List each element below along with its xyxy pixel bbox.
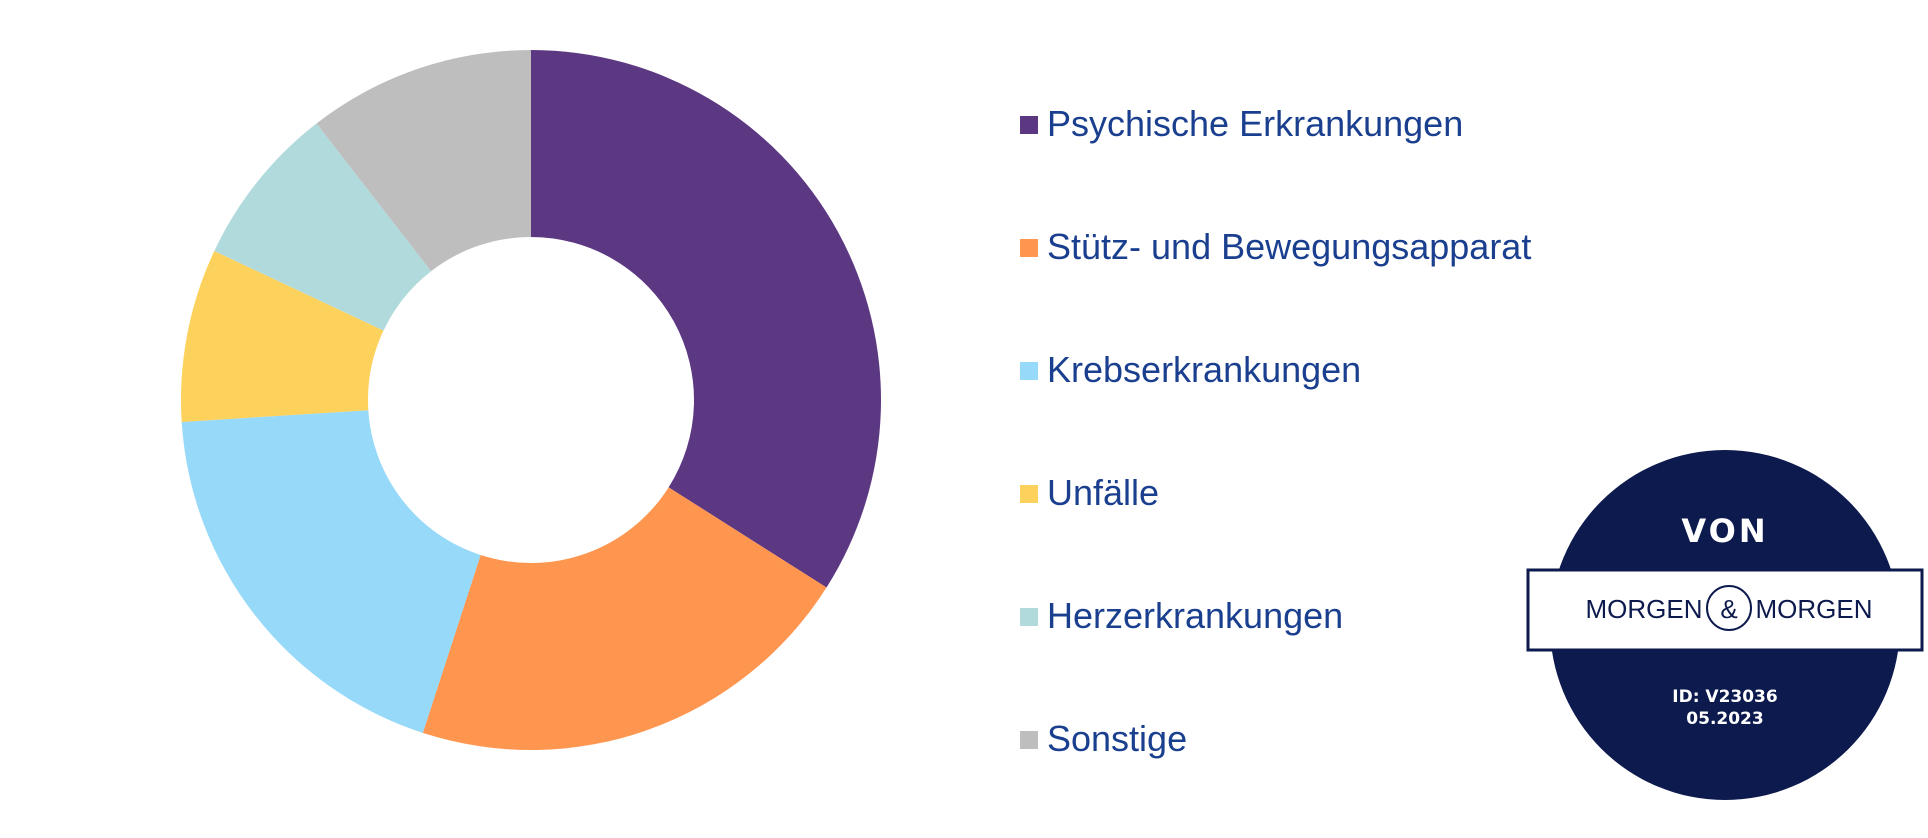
donut-slice-2 xyxy=(181,410,481,733)
seal-brand-amp: & xyxy=(1720,594,1737,624)
legend-label: Stütz- und Bewegungsapparat xyxy=(1047,226,1532,267)
legend-item: Krebserkrankungen xyxy=(1020,346,1531,469)
donut-slice-0 xyxy=(531,50,881,588)
legend-label: Psychische Erkrankungen xyxy=(1047,103,1464,144)
seal-von-text: VON xyxy=(1681,512,1768,550)
donut-slices xyxy=(180,50,881,750)
legend-item: Sonstige xyxy=(1020,715,1531,838)
donut-chart xyxy=(180,50,881,750)
legend-swatch xyxy=(1020,731,1038,749)
legend-item: Stütz- und Bewegungsapparat xyxy=(1020,223,1531,346)
donut-slice-3 xyxy=(180,250,384,422)
legend-item: Herzerkrankungen xyxy=(1020,592,1531,715)
legend-label: Herzerkrankungen xyxy=(1047,595,1344,636)
donut-slice-1 xyxy=(422,487,827,750)
verification-seal: VERIFIZIERT VON MORGEN & MORGEN ID: V230… xyxy=(1526,410,1924,800)
legend-swatch xyxy=(1020,485,1038,503)
donut-slice-4 xyxy=(214,123,432,331)
legend-swatch xyxy=(1020,362,1038,380)
legend-swatch xyxy=(1020,608,1038,626)
donut-slice-5 xyxy=(316,50,531,272)
seal-amp-ring xyxy=(1706,585,1752,631)
seal-brand-right: MORGEN xyxy=(1756,594,1873,624)
legend-swatch xyxy=(1020,239,1038,257)
legend-swatch xyxy=(1020,116,1038,134)
seal-ribbon xyxy=(1526,568,1924,652)
seal-id-text: ID: V23036 xyxy=(1672,687,1777,707)
legend-item: Psychische Erkrankungen xyxy=(1020,100,1531,223)
legend-item: Unfälle xyxy=(1020,469,1531,592)
legend-label: Sonstige xyxy=(1047,718,1188,759)
legend-label: Krebserkrankungen xyxy=(1047,349,1362,390)
chart-legend: Psychische Erkrankungen Stütz- und Bewegu… xyxy=(1020,100,1531,838)
seal-date-text: 05.2023 xyxy=(1686,709,1763,729)
seal-brand-left: MORGEN xyxy=(1586,594,1703,624)
legend-label: Unfälle xyxy=(1047,472,1160,513)
